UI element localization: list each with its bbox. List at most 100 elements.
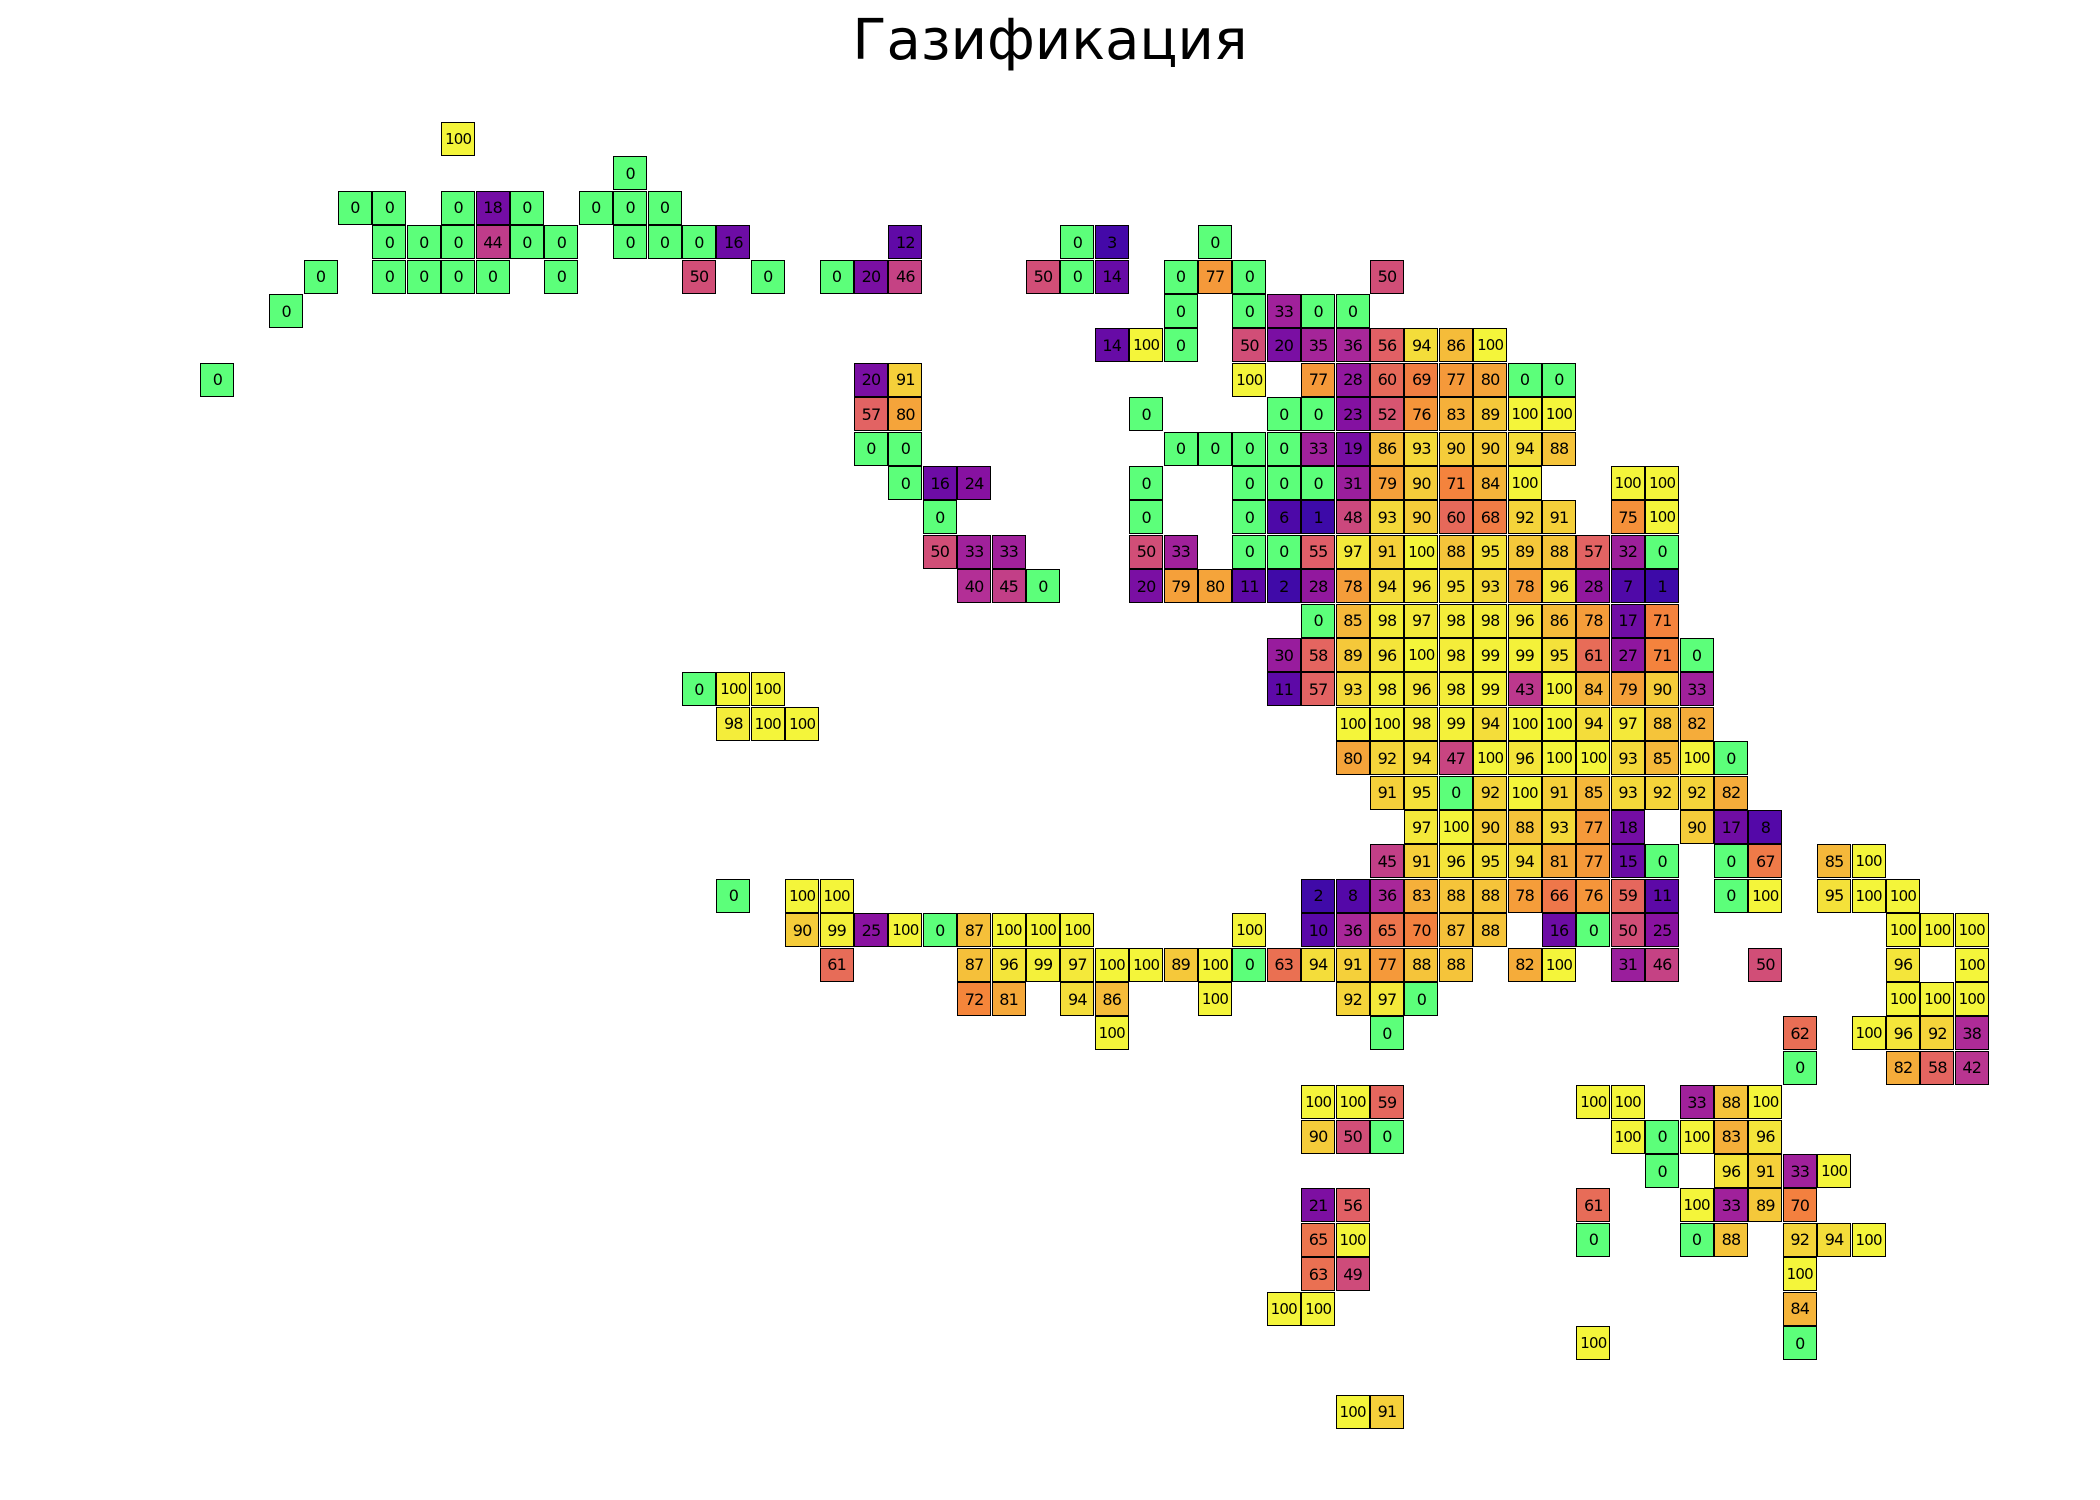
- region-tile: 100: [1783, 1257, 1817, 1291]
- region-value: 59: [1618, 886, 1637, 905]
- region-tile: 46: [1645, 948, 1679, 982]
- region-value: 100: [1821, 1162, 1847, 1180]
- region-tile: 0: [648, 191, 682, 225]
- region-value: 0: [385, 198, 394, 217]
- region-tile: 97: [1336, 535, 1370, 569]
- region-value: 99: [1034, 955, 1053, 974]
- region-tile: 100: [1232, 913, 1266, 947]
- region-tile: 100: [888, 913, 922, 947]
- region-value: 100: [1649, 474, 1675, 492]
- region-tile: 36: [1370, 879, 1404, 913]
- region-tile: 0: [1645, 844, 1679, 878]
- region-tile: 0: [338, 191, 372, 225]
- region-tile: 0: [579, 191, 613, 225]
- region-value: 90: [1412, 474, 1431, 493]
- region-tile: 93: [1611, 776, 1645, 810]
- region-value: 92: [1687, 783, 1706, 802]
- region-tile: 0: [1267, 466, 1301, 500]
- region-tile: 90: [1439, 432, 1473, 466]
- region-value: 100: [1615, 1128, 1641, 1146]
- region-value: 91: [1550, 508, 1569, 527]
- region-tile: 100: [1955, 913, 1989, 947]
- region-tile: 23: [1336, 397, 1370, 431]
- region-tile: 0: [1645, 1154, 1679, 1188]
- region-tile: 97: [1370, 982, 1404, 1016]
- region-value: 100: [1752, 887, 1778, 905]
- region-value: 100: [1511, 715, 1537, 733]
- region-tile: 92: [1336, 982, 1370, 1016]
- region-value: 10: [1309, 921, 1328, 940]
- region-value: 86: [1550, 611, 1569, 630]
- region-tile: 100: [1886, 879, 1920, 913]
- region-tile: 71: [1645, 638, 1679, 672]
- region-tile: 92: [1920, 1016, 1954, 1050]
- region-tile: 11: [1645, 879, 1679, 913]
- region-value: 33: [1687, 1093, 1706, 1112]
- region-value: 20: [862, 267, 881, 286]
- region-tile: 89: [1748, 1188, 1782, 1222]
- region-tile: 100: [751, 672, 785, 706]
- region-value: 0: [281, 302, 290, 321]
- region-value: 100: [1202, 990, 1228, 1008]
- region-value: 86: [1102, 990, 1121, 1009]
- region-value: 50: [1137, 542, 1156, 561]
- region-tile: 50: [1370, 260, 1404, 294]
- region-value: 17: [1722, 818, 1741, 837]
- region-value: 58: [1309, 646, 1328, 665]
- region-tile: 69: [1404, 363, 1438, 397]
- region-value: 16: [930, 474, 949, 493]
- region-value: 100: [1855, 887, 1881, 905]
- region-value: 100: [1202, 956, 1228, 974]
- region-value: 96: [1378, 646, 1397, 665]
- region-value: 70: [1412, 921, 1431, 940]
- region-value: 83: [1722, 1127, 1741, 1146]
- region-tile: 100: [1336, 1395, 1370, 1429]
- region-tile: 0: [544, 225, 578, 259]
- region-value: 96: [999, 955, 1018, 974]
- region-tile: 92: [1645, 776, 1679, 810]
- region-tile: 49: [1336, 1257, 1370, 1291]
- region-tile: 0: [1680, 1223, 1714, 1257]
- region-value: 0: [1245, 542, 1254, 561]
- region-tile: 16: [923, 466, 957, 500]
- region-value: 61: [827, 955, 846, 974]
- region-tile: 96: [1748, 1120, 1782, 1154]
- region-tile: 86: [1370, 432, 1404, 466]
- region-value: 0: [419, 233, 428, 252]
- region-value: 0: [1657, 1162, 1666, 1181]
- region-tile: 100: [1301, 1292, 1335, 1326]
- region-value: 35: [1309, 336, 1328, 355]
- region-value: 0: [1245, 474, 1254, 493]
- region-tile: 92: [1473, 776, 1507, 810]
- region-tile: 100: [1129, 328, 1163, 362]
- region-value: 52: [1378, 405, 1397, 424]
- region-value: 80: [1206, 577, 1225, 596]
- region-tile: 100: [1370, 707, 1404, 741]
- region-value: 33: [999, 542, 1018, 561]
- region-value: 0: [660, 198, 669, 217]
- region-tile: 0: [1301, 604, 1335, 638]
- region-tile: 95: [1439, 569, 1473, 603]
- region-value: 100: [789, 887, 815, 905]
- region-value: 100: [995, 921, 1021, 939]
- region-tile: 11: [1232, 569, 1266, 603]
- region-tile: 100: [1542, 948, 1576, 982]
- region-tile: 89: [1164, 948, 1198, 982]
- region-value: 38: [1962, 1024, 1981, 1043]
- region-value: 0: [1726, 886, 1735, 905]
- region-value: 0: [1692, 1230, 1701, 1249]
- region-tile: 98: [1439, 638, 1473, 672]
- region-tile: 57: [1301, 672, 1335, 706]
- region-tile: 100: [1060, 913, 1094, 947]
- region-value: 94: [1378, 577, 1397, 596]
- region-value: 82: [1722, 783, 1741, 802]
- region-tile: 0: [1129, 466, 1163, 500]
- region-value: 0: [1313, 302, 1322, 321]
- region-tile: 100: [1852, 844, 1886, 878]
- region-tile: 86: [1439, 328, 1473, 362]
- region-tile: 100: [1404, 535, 1438, 569]
- region-tile: 0: [1232, 500, 1266, 534]
- region-tile: 25: [854, 913, 888, 947]
- region-value: 77: [1584, 852, 1603, 871]
- region-tile: 91: [1542, 776, 1576, 810]
